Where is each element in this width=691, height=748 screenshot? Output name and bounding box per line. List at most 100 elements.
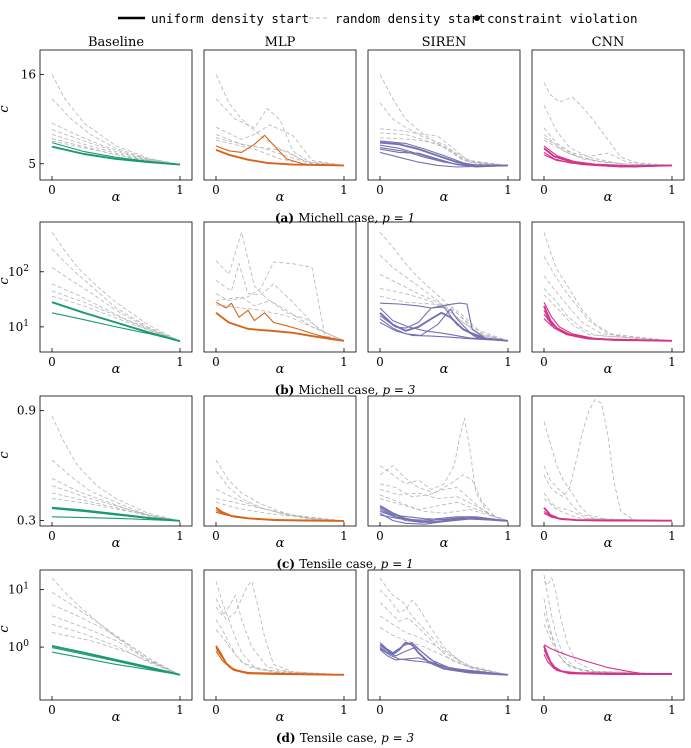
series-random-start [215, 124, 345, 166]
subfigure-caption: (a) Michell case, p = 1 [275, 211, 415, 225]
series-uniform-start [543, 318, 673, 342]
y-axis-label: c [0, 105, 12, 113]
column-title-cnn: CNN [592, 35, 625, 50]
series-random-start [215, 261, 345, 342]
x-tick-label: 1 [668, 703, 676, 717]
series-random-start [379, 137, 509, 166]
x-tick-label: 1 [176, 529, 184, 543]
x-tick-label: 0 [540, 355, 548, 369]
series-random-start [379, 498, 509, 522]
series-uniform-start [379, 649, 509, 676]
series-random-start [51, 615, 181, 676]
series-uniform-start [215, 312, 345, 342]
panel-cnn: 0 1 α [531, 395, 685, 551]
series-random-start [379, 74, 509, 166]
series-uniform-start [51, 312, 181, 342]
series-uniform-start [51, 647, 181, 676]
chart-row-2: 0 1 α 102 101 c 0 1 α 0 1 α 0 1 α (b) Michell case, p =… [0, 221, 685, 397]
x-tick-label: 0 [212, 355, 220, 369]
x-tick-label: 0 [376, 529, 384, 543]
series-random-start [215, 501, 345, 522]
series-uniform-start [379, 322, 509, 342]
chart-row-4: 0 1 α 101 100 c 0 1 α 0 1 α 0 1 α (d) Tensile case, p =… [0, 569, 685, 745]
panel-siren: 0 1 α [367, 221, 521, 377]
series-random-start [379, 273, 509, 342]
series-random-start [543, 574, 673, 675]
series-random-start [215, 296, 345, 342]
x-tick-label: 1 [504, 529, 512, 543]
series-random-start [51, 415, 181, 522]
x-axis-label: α [604, 536, 613, 551]
series-uniform-start [215, 301, 345, 342]
series-uniform-start [379, 146, 509, 167]
plot-frame [39, 49, 193, 181]
series-random-start [543, 139, 673, 166]
chart-row-1: 0 1 α 16 5 c 0 1 α 0 1 α 0 1 α (a) Michell case, p = 1 [0, 49, 685, 225]
series-random-start [379, 577, 509, 676]
y-tick-label: 100 [8, 639, 29, 654]
series-uniform-start [379, 302, 509, 342]
series-uniform-start [215, 645, 345, 676]
y-tick-label: 0.9 [17, 404, 36, 418]
series-random-start [543, 465, 673, 522]
series-random-start [51, 129, 181, 165]
series-random-start [51, 74, 181, 165]
x-axis-label: α [112, 190, 121, 205]
x-axis-label: α [440, 710, 449, 725]
y-tick-label: 101 [8, 582, 29, 597]
plot-frame [367, 221, 521, 353]
x-tick-label: 0 [376, 703, 384, 717]
series-random-start [543, 256, 673, 342]
x-tick-label: 0 [48, 183, 56, 197]
plot-frame [367, 395, 521, 527]
y-tick-label: 101 [8, 319, 29, 334]
series-random-start [379, 295, 509, 342]
series-uniform-start [215, 149, 345, 167]
series-random-start [51, 478, 181, 522]
series-uniform-start [51, 651, 181, 676]
series-random-start [379, 102, 509, 166]
plot-frame [203, 49, 357, 181]
series-random-start [379, 627, 509, 676]
series-random-start [51, 485, 181, 522]
x-tick-label: 1 [176, 703, 184, 717]
series-random-start [51, 632, 181, 676]
panel-cnn: 0 1 α [531, 221, 685, 377]
series-random-start [215, 498, 345, 522]
plot-frame [367, 569, 521, 701]
plot-frame [203, 395, 357, 527]
series-random-start [51, 295, 181, 342]
plot-frame [39, 395, 193, 527]
plot-frame [203, 221, 357, 353]
series-uniform-start [379, 514, 509, 522]
series-random-start [379, 132, 509, 166]
series-random-start [543, 612, 673, 675]
x-axis-label: α [440, 536, 449, 551]
panel-siren: 0 1 α [367, 569, 521, 725]
x-axis-label: α [440, 190, 449, 205]
chart-row-3: 0 1 α 0.9 0.3 c 0 1 α 0 1 α 0 1 α (c) Tensile case, p =… [0, 395, 685, 571]
series-random-start [543, 624, 673, 675]
series-random-start [379, 602, 509, 676]
series-uniform-start [543, 154, 673, 168]
series-random-start [51, 492, 181, 522]
x-tick-label: 1 [340, 529, 348, 543]
panel-mlp: 0 1 α [203, 395, 357, 551]
panel-siren: 0 1 α [367, 395, 521, 551]
series-random-start [51, 604, 181, 676]
x-tick-label: 0 [376, 355, 384, 369]
plot-frame [531, 395, 685, 527]
series-random-start [543, 294, 673, 342]
panel-cnn: 0 1 α [531, 569, 685, 725]
legend-random-label: random density start [335, 11, 486, 26]
series-uniform-start [379, 308, 509, 342]
series-random-start [215, 98, 345, 166]
x-tick-label: 1 [176, 355, 184, 369]
series-random-start [51, 98, 181, 165]
panel-mlp: 0 1 α [203, 569, 357, 725]
x-tick-label: 0 [212, 183, 220, 197]
x-axis-label: α [440, 362, 449, 377]
series-uniform-start [379, 642, 509, 676]
series-random-start [51, 267, 181, 342]
series-random-start [51, 283, 181, 342]
